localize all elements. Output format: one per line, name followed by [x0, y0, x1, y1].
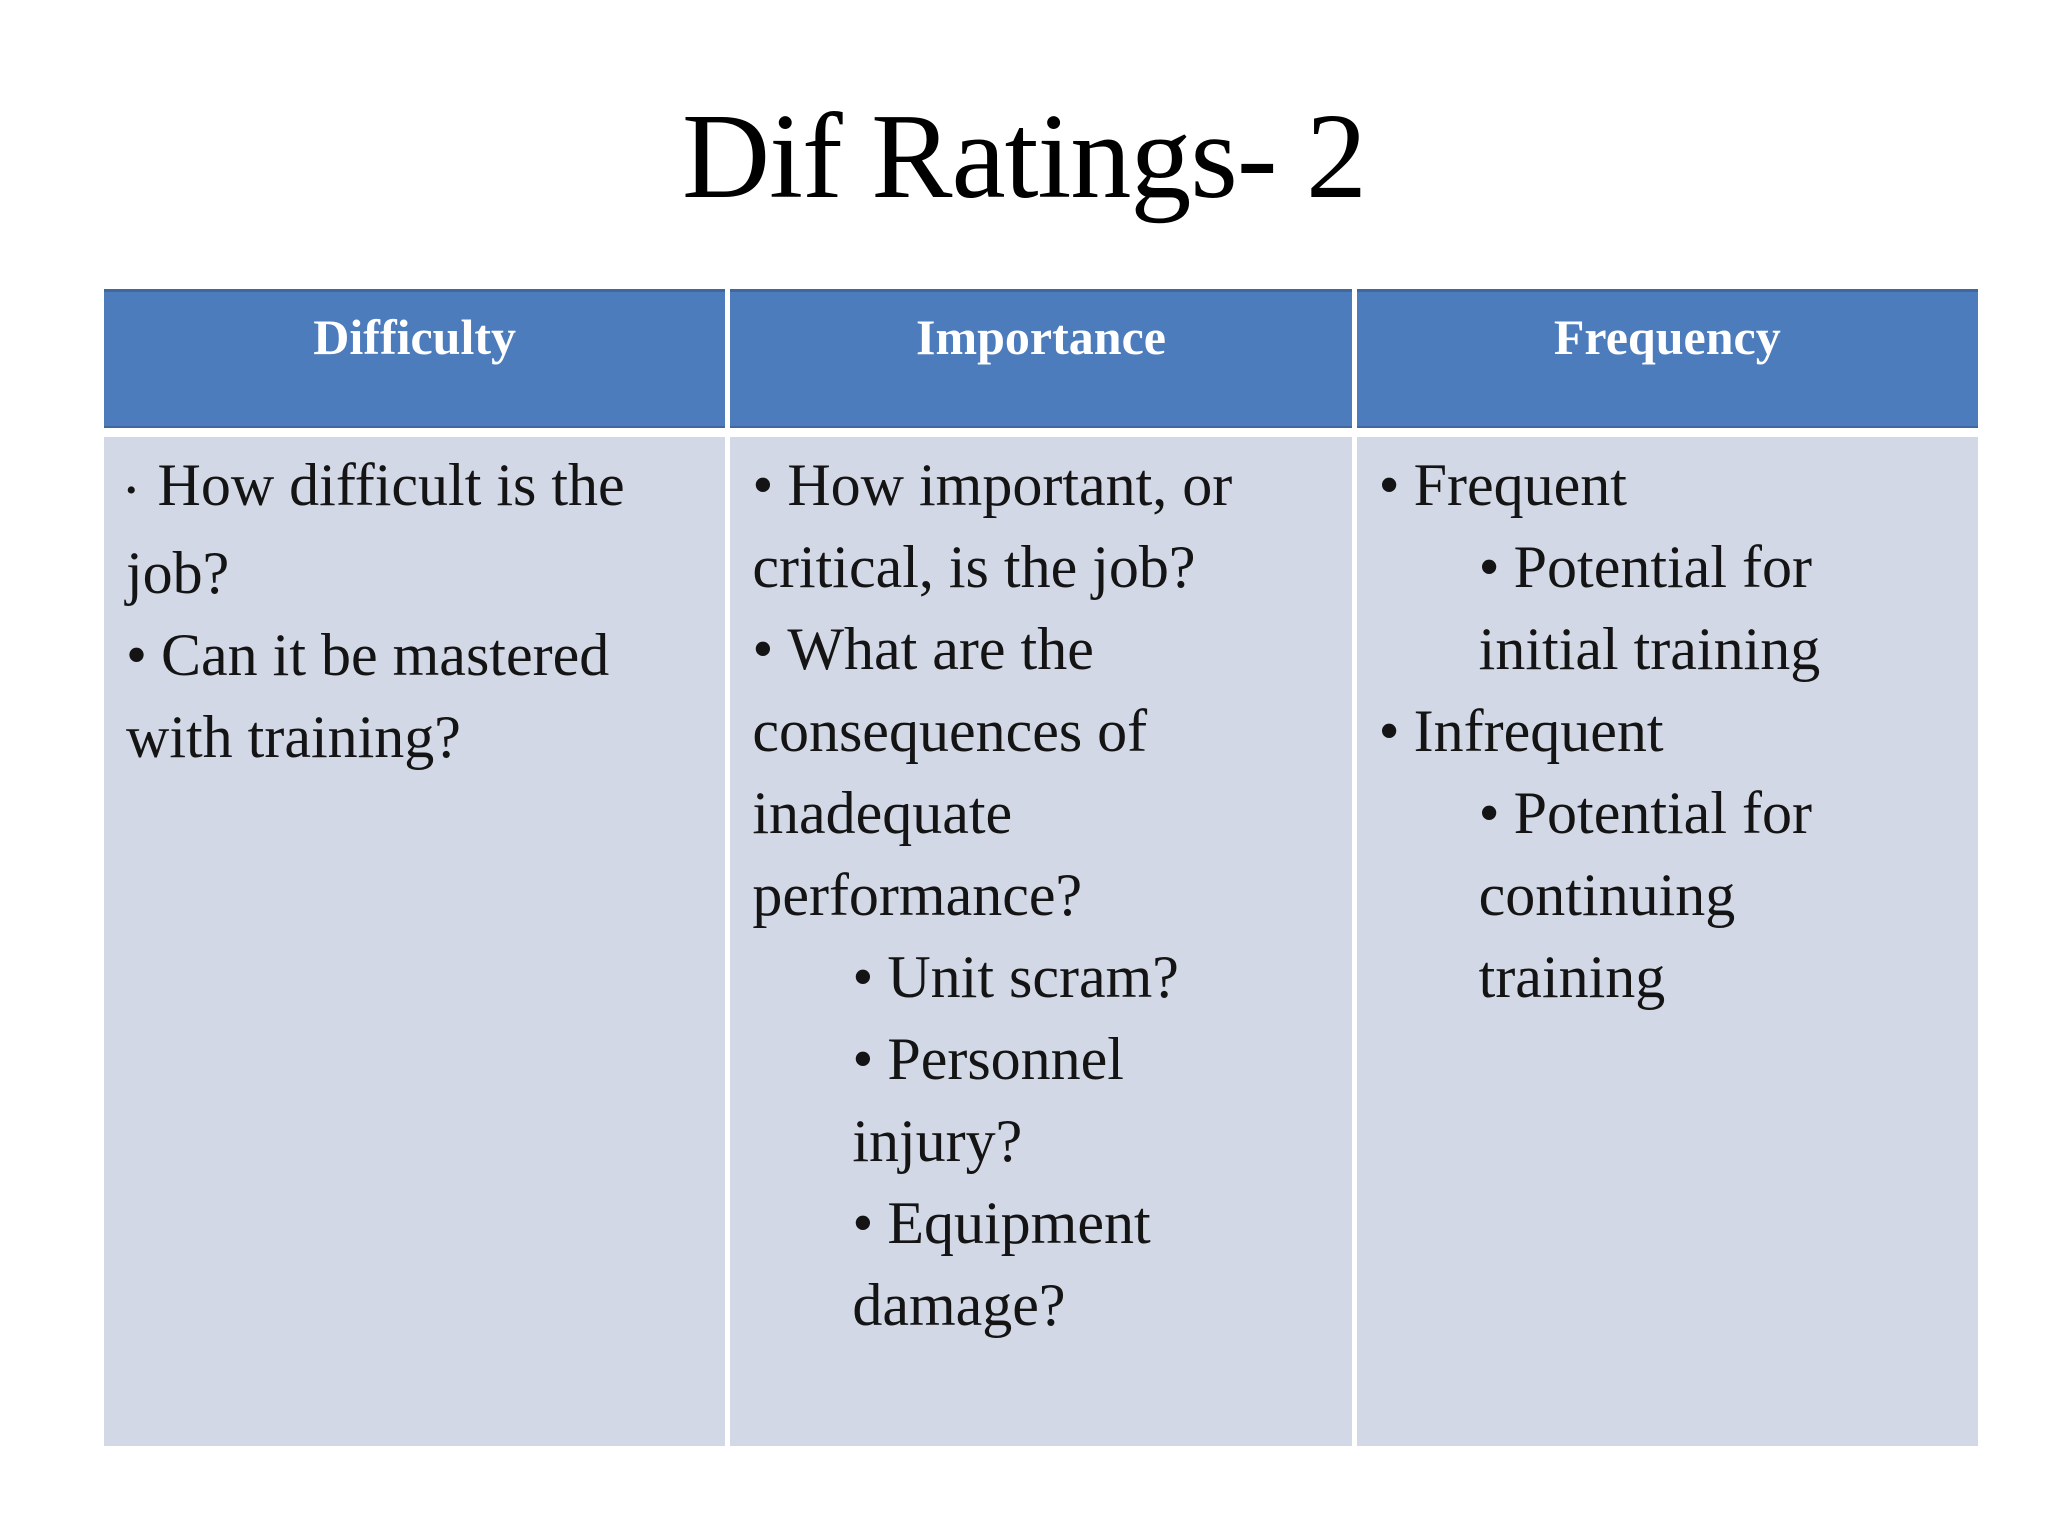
bullet-icon: •: [1378, 452, 1400, 518]
bullet-icon: •: [752, 616, 774, 682]
bullet-icon: •: [126, 474, 137, 508]
bullet-icon: •: [1478, 780, 1500, 846]
ratings-table: Difficulty Importance Frequency • How diffic…: [104, 289, 1978, 1446]
bullet-item-text: What are the consequences of inadequate …: [752, 616, 1148, 928]
bullet-item: • Infrequent: [1379, 690, 1966, 772]
bullet-icon: •: [852, 1026, 874, 1092]
bullet-icon: •: [852, 1190, 874, 1256]
column-header-importance: Importance: [730, 289, 1352, 428]
bullet-icon: •: [852, 944, 874, 1010]
slide-title: Dif Ratings- 2: [681, 89, 1367, 224]
bullet-item: • Unit scram?: [752, 936, 1339, 1018]
bullet-icon: •: [752, 452, 774, 518]
bullet-item-text: Equipment damage?: [852, 1190, 1151, 1338]
bullet-item: • Potential for continuing training: [1379, 772, 1966, 1018]
bullet-item: • Personnel injury?: [752, 1018, 1339, 1182]
bullet-item-text: Potential for initial training: [1478, 534, 1821, 682]
bullet-item: • What are the consequences of inadequate…: [752, 608, 1339, 936]
bullet-item-text: Unit scram?: [887, 944, 1179, 1010]
bullet-item-text: How important, or critical, is the job?: [752, 452, 1233, 600]
bullet-item-text: Personnel injury?: [852, 1026, 1124, 1174]
bullet-item-text: How difficult is the job?: [126, 452, 625, 607]
bullet-icon: •: [126, 622, 148, 689]
bullet-item: • Potential for initial training: [1379, 526, 1966, 690]
bullet-item-text: Frequent: [1413, 452, 1627, 518]
bullet-item: • How important, or critical, is the job?: [752, 444, 1339, 608]
bullet-item-text: Can it be mastered with training?: [126, 622, 610, 771]
column-body-frequency: • Frequent • Potential for initial training…: [1356, 437, 1978, 1446]
column-header-frequency: Frequency: [1356, 289, 1978, 428]
bullet-item-text: Infrequent: [1413, 698, 1664, 764]
column-body-importance: • How important, or critical, is the job?…: [730, 437, 1352, 1446]
bullet-item: • Can it be mastered with training?: [126, 614, 713, 778]
column-header-difficulty: Difficulty: [104, 289, 726, 428]
bullet-item: • Equipment damage?: [752, 1182, 1339, 1346]
bullet-icon: •: [1378, 698, 1400, 764]
column-body-difficulty: • How difficult is the job? • Can it be mas…: [104, 437, 726, 1446]
bullet-icon: •: [1478, 534, 1500, 600]
bullet-item: • Frequent: [1379, 444, 1966, 526]
bullet-item: • How difficult is the job?: [126, 444, 713, 614]
bullet-item-text: Potential for continuing training: [1478, 780, 1812, 1010]
